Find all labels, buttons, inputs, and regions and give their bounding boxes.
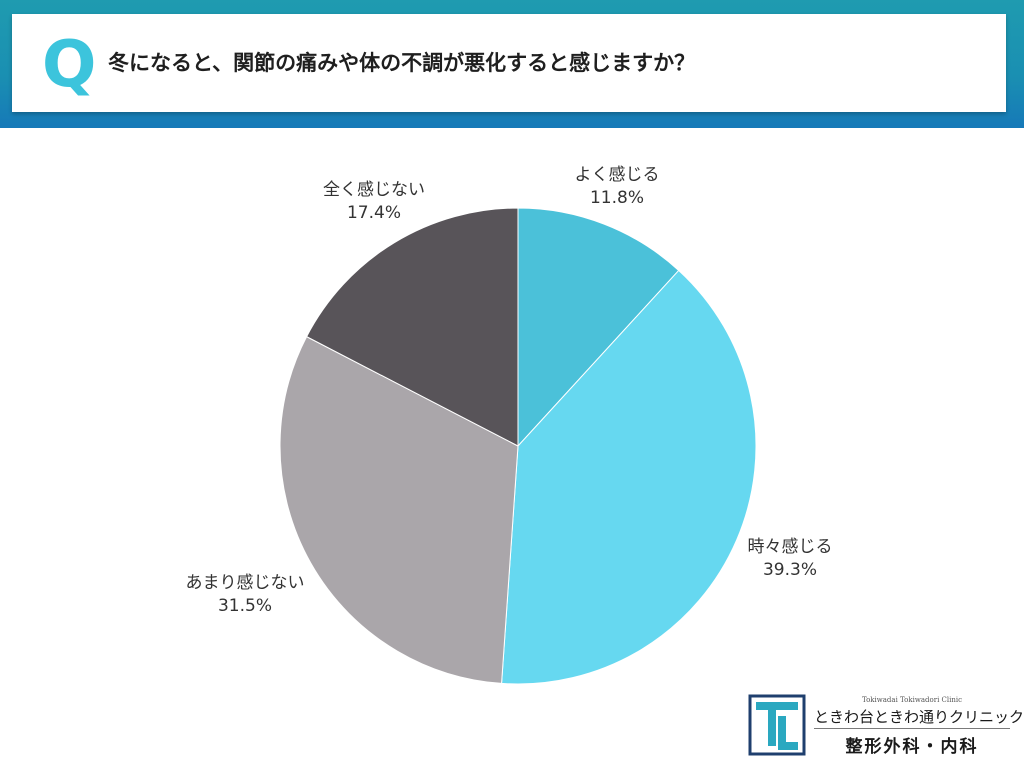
pie-labels: よく感じる 11.8% 時々感じる 39.3% あまり感じない 31.5% 全く感じない 17… — [186, 165, 833, 616]
clinic-logo-mark-icon — [748, 694, 806, 756]
question-text: 冬になると、関節の痛みや体の不調が悪化すると感じますか？ — [108, 51, 696, 75]
logo-divider — [814, 728, 1010, 729]
slice-value-label: 17.4% — [347, 203, 401, 223]
slice-category-label: あまり感じない — [186, 573, 305, 593]
clinic-departments: 整形外科・内科 — [845, 737, 979, 757]
pie-slice — [501, 269, 757, 685]
pie-slice — [279, 335, 519, 684]
question-card: Q 冬になると、関節の痛みや体の不調が悪化すると感じますか？ — [12, 14, 1006, 112]
pie-slices — [279, 207, 757, 685]
slice-value-label: 11.8% — [590, 188, 644, 208]
clinic-name: ときわ台ときわ通りクリニック — [814, 708, 1024, 726]
pie-slice — [305, 207, 519, 447]
clinic-name-en: Tokiwadai Tokiwadori Clinic — [861, 696, 963, 704]
question-q-mark: Q — [42, 28, 97, 102]
pie-slice — [517, 207, 680, 448]
slice-value-label: 39.3% — [763, 560, 817, 580]
pie-chart: よく感じる 11.8% 時々感じる 39.3% あまり感じない 31.5% 全く感じない 17… — [186, 165, 833, 685]
slice-value-label: 31.5% — [218, 596, 272, 616]
clinic-logo: Tokiwadai Tokiwadori Clinic ときわ台ときわ通りクリニ… — [744, 690, 1024, 762]
slice-category-label: 全く感じない — [323, 180, 425, 200]
slice-category-label: 時々感じる — [748, 537, 833, 557]
slice-category-label: よく感じる — [575, 165, 660, 185]
